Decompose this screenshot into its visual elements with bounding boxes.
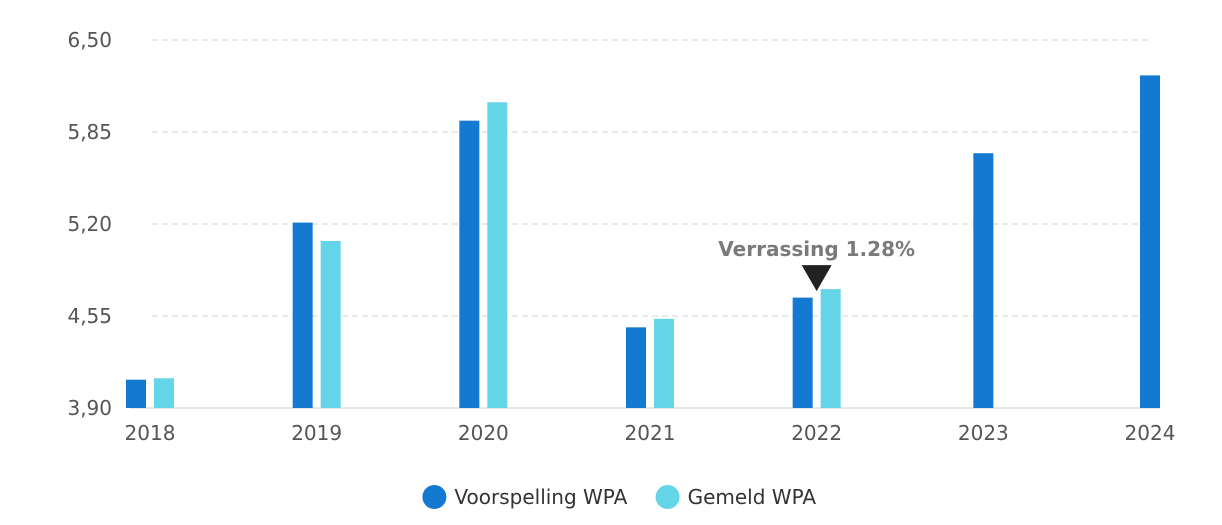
x-tick-label: 2021	[625, 421, 676, 445]
y-axis-ticks: 3,90 4,55 5,20 5,85 6,50	[67, 28, 112, 420]
bar-voorspelling-2024[interactable]	[1140, 75, 1160, 408]
legend-swatch-icon	[655, 485, 680, 509]
legend-label: Voorspelling WPA	[454, 485, 627, 509]
x-tick-label: 2024	[1125, 421, 1176, 445]
surprise-marker-icon	[801, 265, 832, 292]
bar-voorspelling-2020[interactable]	[459, 120, 480, 408]
legend-label: Gemeld WPA	[688, 485, 817, 509]
bars	[126, 75, 1160, 409]
x-axis-ticks: 2018 2019 2020 2021 2022 2023 2024	[125, 421, 1176, 445]
x-tick-label: 2020	[458, 421, 509, 445]
x-tick-label: 2018	[125, 421, 176, 445]
bar-gemeld-2022[interactable]	[820, 289, 841, 408]
x-tick-label: 2023	[958, 421, 1009, 445]
bar-gemeld-2020[interactable]	[487, 102, 508, 409]
y-tick-label: 5,20	[67, 212, 112, 236]
bar-gemeld-2021[interactable]	[654, 318, 674, 408]
bar-voorspelling-2018[interactable]	[126, 379, 146, 408]
bar-voorspelling-2021[interactable]	[626, 327, 646, 408]
x-tick-label: 2019	[291, 421, 342, 445]
y-tick-label: 4,55	[67, 304, 112, 328]
y-tick-label: 3,90	[67, 396, 112, 420]
y-tick-label: 5,85	[67, 120, 112, 144]
bar-voorspelling-2022[interactable]	[792, 297, 813, 408]
bar-gemeld-2018[interactable]	[154, 378, 174, 408]
surprise-annotation-label: Verrassing 1.28%	[718, 237, 915, 261]
bar-gemeld-2019[interactable]	[320, 240, 341, 408]
x-tick-label: 2022	[791, 421, 842, 445]
bar-voorspelling-2023[interactable]	[973, 153, 994, 408]
annotations: Verrassing 1.28%	[718, 237, 915, 292]
bar-voorspelling-2019[interactable]	[292, 222, 313, 408]
legend: Voorspelling WPA Gemeld WPA	[422, 485, 816, 509]
legend-swatch-icon	[422, 485, 447, 509]
y-tick-label: 6,50	[67, 28, 112, 52]
